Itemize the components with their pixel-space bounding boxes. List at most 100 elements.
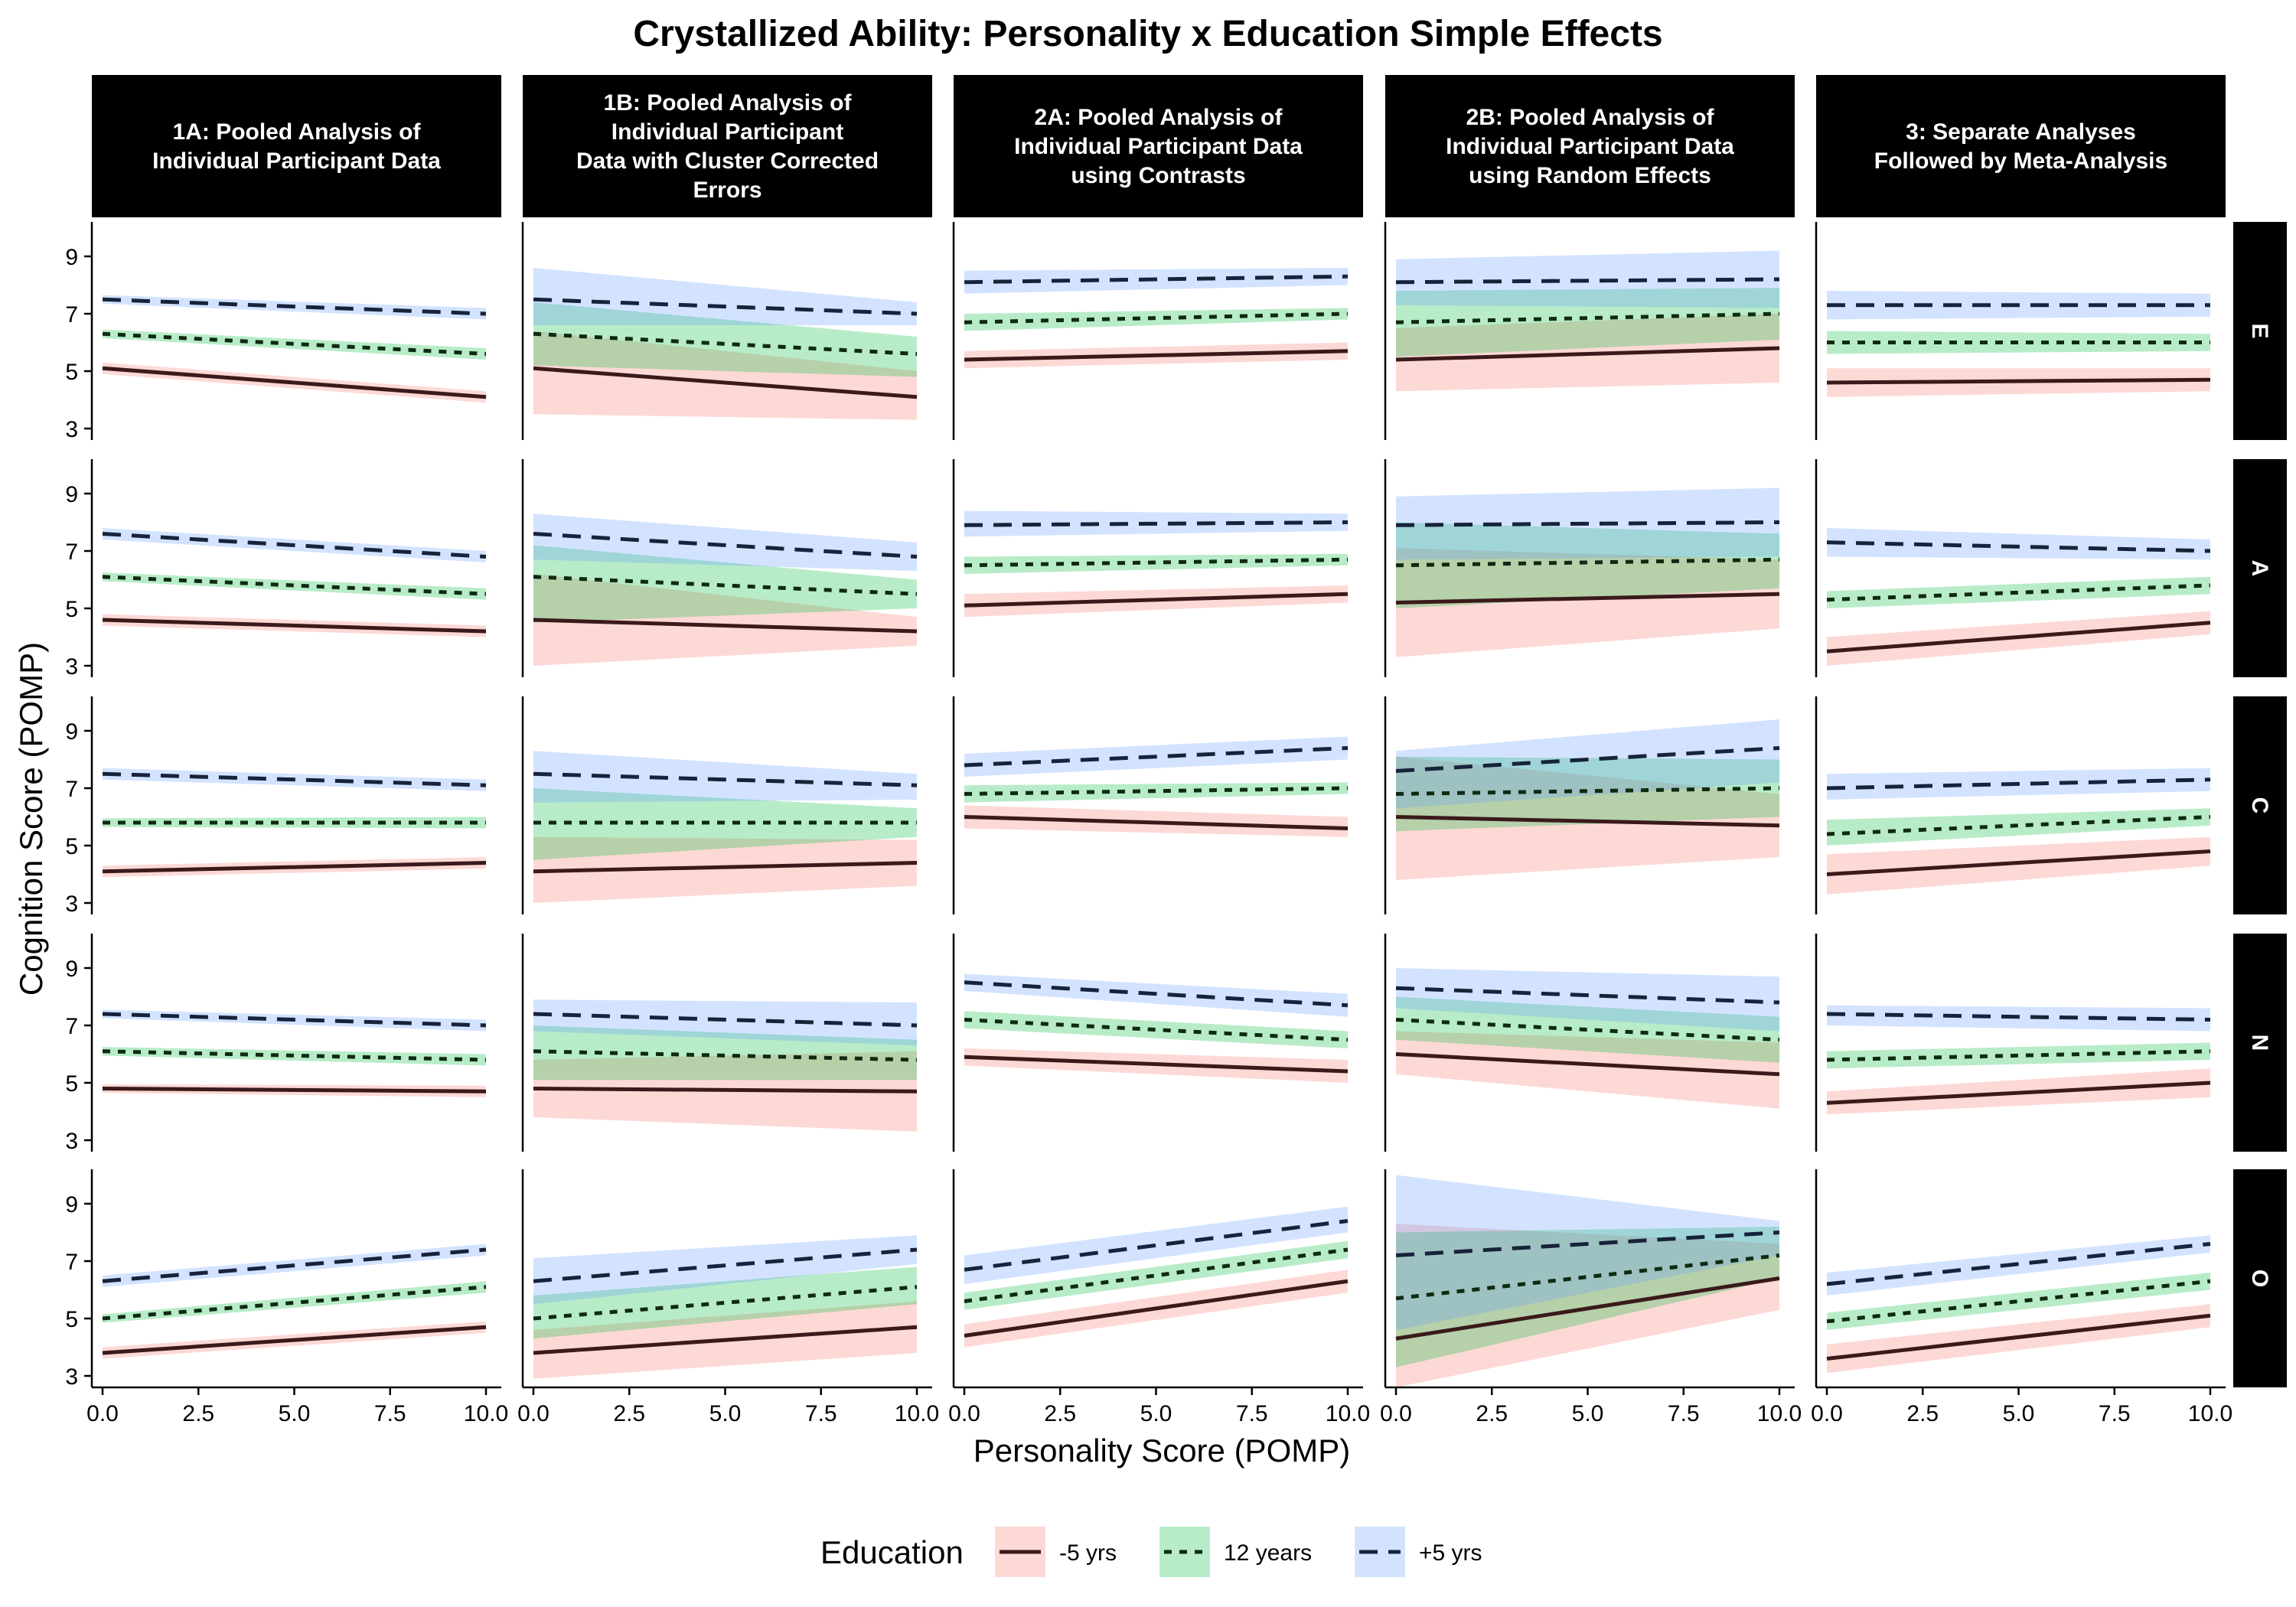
strip-text-line: Individual Participant Data xyxy=(1014,134,1303,159)
column-strip: 2A: Pooled Analysis of Individual Partici… xyxy=(954,75,1363,217)
column-strip-label: 3: Separate Analyses Followed by Meta-Ana… xyxy=(1874,119,2167,174)
confidence-band xyxy=(533,999,917,1046)
confidence-band xyxy=(533,788,917,860)
y-tick-label: 9 xyxy=(65,245,78,270)
x-tick-label: 7.5 xyxy=(1668,1401,1700,1426)
confidence-band xyxy=(533,751,917,803)
confidence-band xyxy=(103,1281,486,1323)
confidence-band xyxy=(1396,756,1779,880)
confidence-band xyxy=(964,782,1348,803)
strip-background xyxy=(1816,75,2226,217)
x-tick-label: 2.5 xyxy=(1476,1401,1508,1426)
strip-text-line: 2A: Pooled Analysis of xyxy=(1035,105,1283,130)
y-tick-label: 9 xyxy=(65,1192,78,1217)
legend: Education -5 yrs 12 years +5 yrs xyxy=(820,1527,1482,1577)
row-strip: E xyxy=(2233,222,2287,440)
x-tick-label: 2.5 xyxy=(1044,1401,1076,1426)
row-strip: N xyxy=(2233,934,2287,1152)
y-tick-label: 7 xyxy=(65,302,78,328)
series-line xyxy=(964,520,1349,527)
column-strip-label: 2B: Pooled Analysis of Individual Partici… xyxy=(1446,105,1734,188)
series-line xyxy=(533,1049,918,1062)
facet-panel xyxy=(521,696,918,914)
series-line xyxy=(1826,849,2211,876)
y-tick-label: 5 xyxy=(65,360,78,385)
facet-panel xyxy=(1815,696,2211,914)
x-tick-label: 5.0 xyxy=(709,1401,742,1426)
series-line xyxy=(1395,746,1780,773)
legend-title: Education xyxy=(820,1534,964,1570)
x-tick-label: 0.0 xyxy=(948,1401,980,1426)
facet-panel: 3 5 7 9 xyxy=(65,934,487,1154)
x-tick-label: 5.0 xyxy=(279,1401,311,1426)
chart-title: Crystallized Ability: Personality x Educ… xyxy=(633,14,1662,54)
strip-text-line: using Contrasts xyxy=(1071,163,1245,188)
series-line xyxy=(1395,520,1780,527)
series-line xyxy=(533,1325,918,1355)
y-tick-label: 7 xyxy=(65,777,78,802)
confidence-band xyxy=(1396,288,1779,357)
column-strip-label: 2A: Pooled Analysis of Individual Partici… xyxy=(1014,105,1303,188)
strip-text-line: 1B: Pooled Analysis of xyxy=(604,90,853,116)
strip-text-line: Followed by Meta-Analysis xyxy=(1874,148,2167,174)
strip-text-line: Individual Participant Data xyxy=(152,148,441,174)
facet-panel: 3 5 7 9 xyxy=(65,696,487,917)
confidence-band xyxy=(533,1025,917,1081)
column-strip-label: 1A: Pooled Analysis of Individual Partici… xyxy=(152,119,441,174)
facet-panel xyxy=(1384,934,1780,1152)
confidence-band xyxy=(1396,968,1779,1032)
series-line xyxy=(102,366,487,399)
series-line xyxy=(533,297,918,316)
x-tick-label: 10.0 xyxy=(1757,1401,1802,1426)
series-line xyxy=(102,1325,487,1355)
series-line xyxy=(1826,1313,2211,1361)
series-line xyxy=(533,575,918,596)
series-line xyxy=(964,980,1349,1008)
strip-background xyxy=(2233,222,2287,440)
confidence-band xyxy=(533,1235,917,1305)
x-tick-label: 10.0 xyxy=(464,1401,508,1426)
confidence-band xyxy=(103,572,486,600)
y-tick-label: 3 xyxy=(65,892,78,917)
x-tick-label: 2.5 xyxy=(1906,1401,1939,1426)
strip-background xyxy=(523,75,932,217)
series-line xyxy=(102,861,487,874)
x-tick-label: 7.5 xyxy=(374,1401,406,1426)
series-line xyxy=(102,331,487,356)
series-line xyxy=(964,274,1349,285)
x-tick-label: 2.5 xyxy=(613,1401,645,1426)
facet-panel: 0.0 2.5 5.0 7.5 10.0 xyxy=(517,1169,939,1426)
x-tick-label: 7.5 xyxy=(805,1401,837,1426)
x-tick-label: 10.0 xyxy=(2188,1401,2232,1426)
confidence-band xyxy=(1396,1224,1779,1387)
confidence-band xyxy=(1396,756,1779,832)
facet-panel: 3 5 7 9 xyxy=(65,459,487,680)
series-line xyxy=(102,1247,487,1283)
series-line xyxy=(533,331,918,356)
series-line xyxy=(1395,311,1780,324)
strip-background xyxy=(2233,934,2287,1152)
row-strip-label: C xyxy=(2247,797,2272,814)
series-line xyxy=(964,786,1349,796)
facet-panel xyxy=(1815,222,2211,440)
series-line xyxy=(1826,583,2211,602)
x-tick-label: 0.0 xyxy=(1380,1401,1412,1426)
series-line xyxy=(533,1012,918,1028)
series-line xyxy=(964,815,1349,830)
facet-panel xyxy=(1384,222,1780,440)
facet-panel xyxy=(1384,696,1780,914)
series-line xyxy=(1826,1081,2211,1105)
series-line xyxy=(1826,1242,2211,1286)
facet-panel xyxy=(521,934,918,1152)
y-tick-label: 7 xyxy=(65,1014,78,1039)
confidence-band xyxy=(964,308,1348,331)
series-line xyxy=(964,1247,1349,1303)
series-line xyxy=(964,311,1349,324)
facet-panel xyxy=(521,459,918,677)
series-line xyxy=(1395,1018,1780,1042)
x-tick-label: 10.0 xyxy=(1326,1401,1370,1426)
strip-text-line: Individual Participant Data xyxy=(1446,134,1734,159)
row-strip-label: E xyxy=(2247,323,2272,338)
y-tick-label: 3 xyxy=(65,654,78,680)
